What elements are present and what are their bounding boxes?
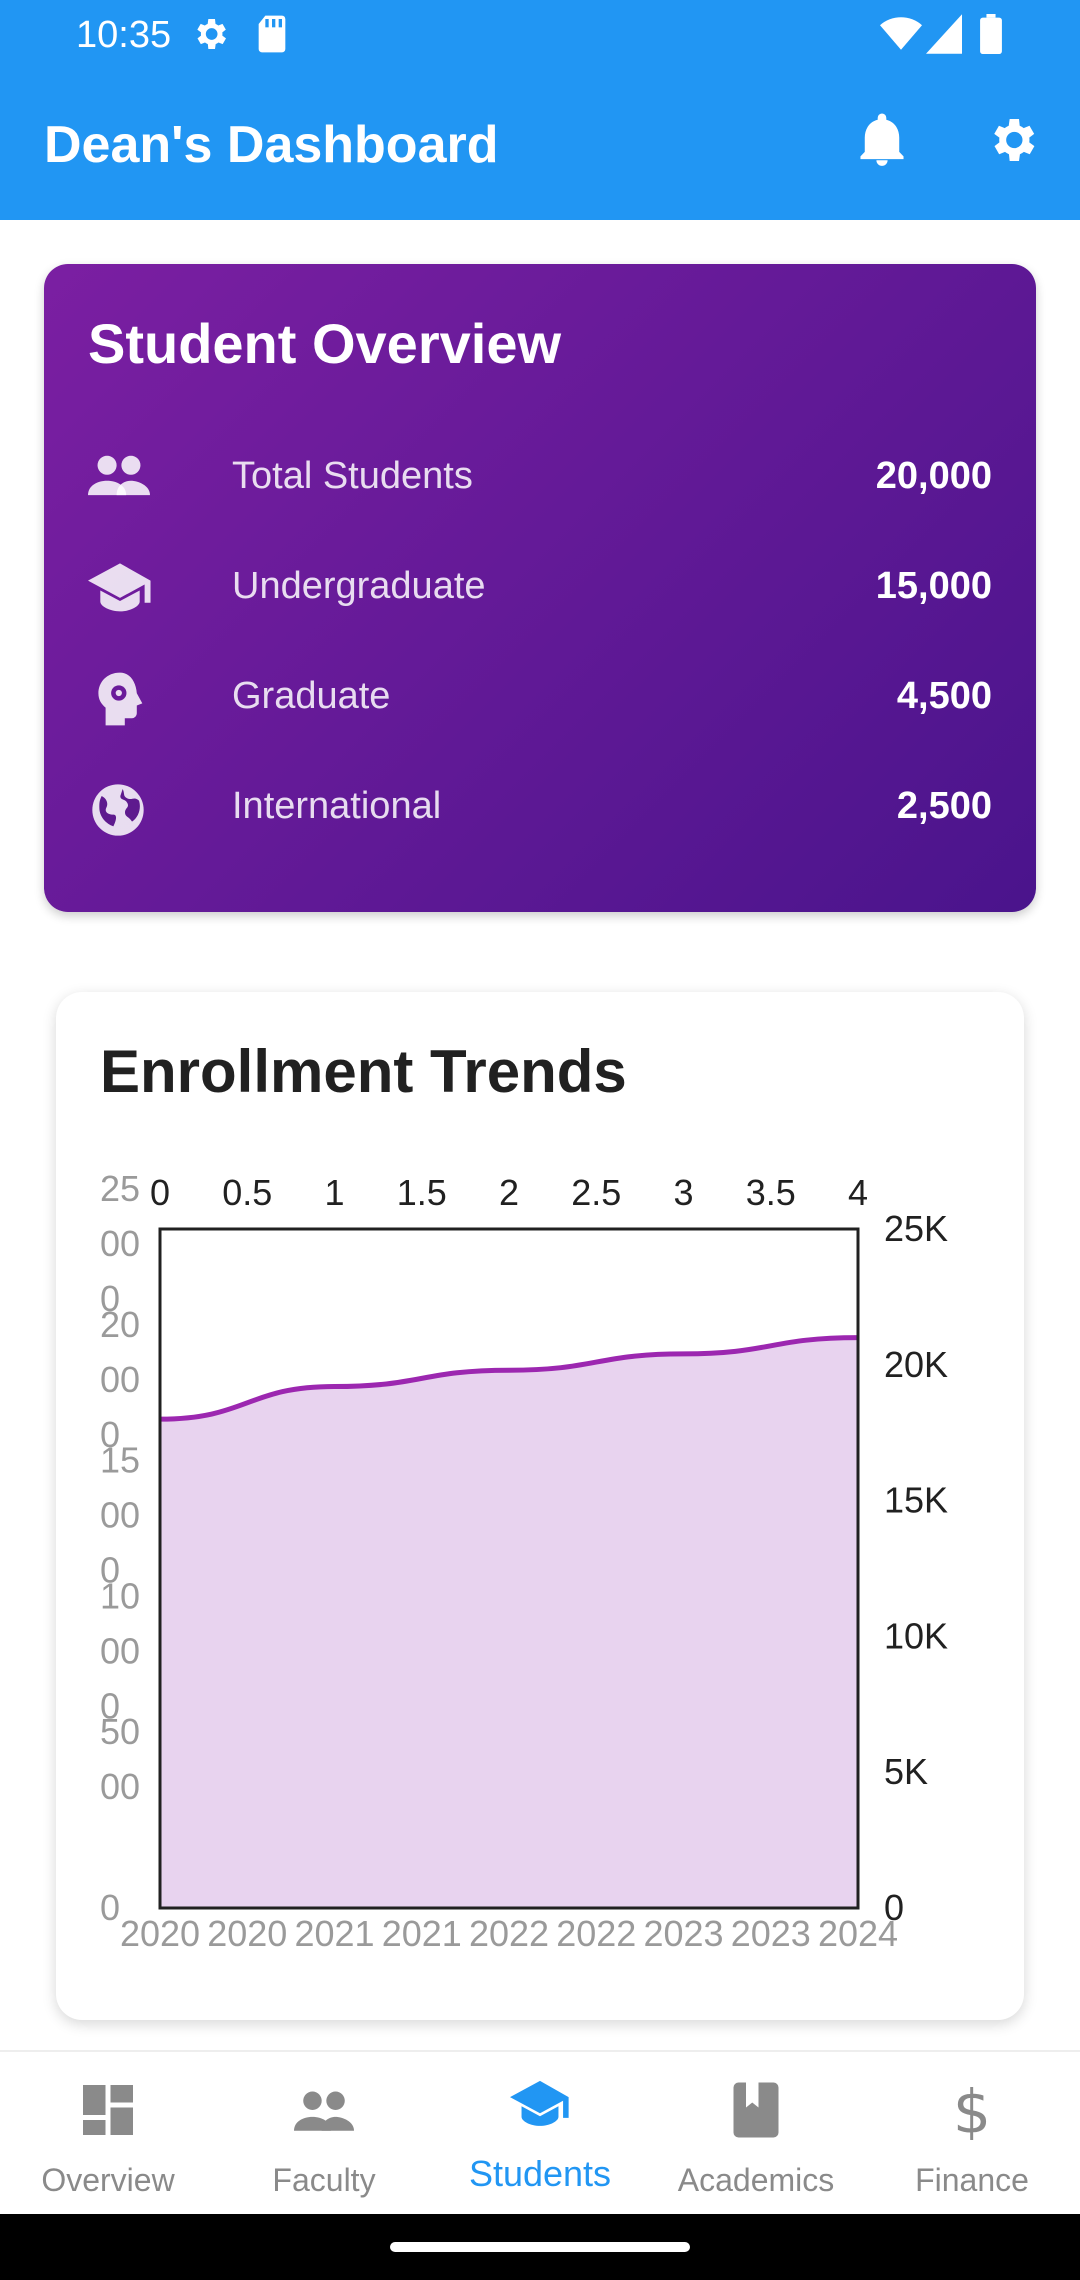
notification-bell-icon[interactable] [856,112,908,173]
page-title: Dean's Dashboard [44,116,499,174]
chart-right-tick-label: 15K [884,1480,948,1521]
sd-card-icon [254,14,290,59]
nav-label: Overview [41,2162,175,2198]
chart-left-tick-label: 20 [100,1304,140,1345]
dollar-icon: $ [942,2078,1002,2148]
stat-value: 20,000 [875,455,992,497]
nav-label: Finance [915,2162,1029,2198]
stat-value: 15,000 [875,565,992,607]
svg-text:$: $ [953,2080,991,2140]
stat-row-international: International 2,500 [88,766,992,846]
bottom-nav: Overview Faculty Students Academics $ Fi… [0,2050,1080,2216]
battery-icon [980,14,1002,59]
chart-left-tick-label: 00 [100,1495,140,1536]
status-time: 10:35 [76,14,172,56]
chart-bottom-tick-label: 2024 [818,1913,898,1954]
chart-left-tick-label: 10 [100,1575,140,1616]
chart-left-tick-label: 0 [100,1550,120,1591]
stat-row-total-students: Total Students 20,000 [88,436,992,516]
stat-label: International [232,785,442,827]
chart-top-tick-label: 1.5 [397,1172,447,1213]
nav-item-academics[interactable]: Academics [648,2052,864,2216]
settings-status-icon [190,14,230,59]
system-nav-bar [0,2214,1080,2280]
chart-right-tick-label: 10K [884,1615,948,1656]
stat-value: 2,500 [896,785,992,827]
nav-item-students[interactable]: Students [432,2052,648,2216]
chart-top-tick-label: 2 [499,1172,519,1213]
chart-left-tick-label: 00 [100,1766,140,1807]
chart-left-tick-label: 15 [100,1440,140,1481]
graduation-cap-icon [88,562,152,619]
chart-left-tick-label: 00 [100,1630,140,1671]
chart-bottom-tick-label: 2023 [643,1913,723,1954]
chart-area-fill [160,1337,858,1908]
stat-label: Undergraduate [232,565,486,607]
chart-left-tick-label: 0 [100,1278,120,1319]
home-gesture-handle[interactable] [390,2242,690,2252]
chart-left-tick-label: 50 [100,1711,140,1752]
chart-bottom-tick-label: 2021 [294,1913,374,1954]
wifi-icon [880,14,922,59]
chart-top-tick-label: 0 [150,1172,170,1213]
head-gear-icon [96,672,144,731]
chart-left-tick-label: 0 [100,1887,120,1928]
nav-item-overview[interactable]: Overview [0,2052,216,2216]
chart-left-tick-label: 0 [100,1414,120,1455]
chart-right-tick-label: 25K [884,1208,948,1249]
chart-bottom-tick-label: 2020 [207,1913,287,1954]
nav-label: Students [468,2153,612,2194]
chart-top-tick-label: 0.5 [222,1172,272,1213]
chart-title: Enrollment Trends [100,1038,627,1105]
chart-bottom-tick-label: 2020 [120,1913,200,1954]
stat-value: 4,500 [896,675,992,717]
chart-series-line [159,1335,859,1422]
chart-left-tick-label: 25 [100,1168,140,1209]
chart-bottom-tick-label: 2022 [556,1913,636,1954]
chart-top-tick-label: 3.5 [746,1172,796,1213]
chart-top-tick-label: 4 [848,1172,868,1213]
people-icon [294,2080,354,2145]
chart-left-tick-label: 00 [100,1223,140,1264]
chart-bottom-tick-label: 2021 [382,1913,462,1954]
stat-row-undergraduate: Undergraduate 15,000 [88,546,992,626]
nav-label: Faculty [272,2162,376,2198]
stat-label: Graduate [232,675,391,717]
chart-bottom-tick-label: 2023 [731,1913,811,1954]
chart-top-tick-label: 1 [324,1172,344,1213]
student-overview-card: Student Overview Total Students 20,000 U… [44,264,1036,912]
status-bar: 10:35 [0,0,1080,70]
chart-left-tick-label: 0 [100,1685,120,1726]
signal-icon [926,14,962,59]
book-icon [726,2080,786,2145]
chart-plot-frame [158,1227,860,1910]
people-icon [88,452,150,505]
chart-left-tick-label: 00 [100,1359,140,1400]
graduation-cap-icon [510,2076,570,2137]
app-bar: 10:35 Dean's Dashboard [0,0,1080,220]
chart-top-tick-label: 3 [673,1172,693,1213]
dashboard-icon [78,2080,138,2145]
chart-right-tick-label: 5K [884,1751,928,1792]
chart-bottom-tick-label: 2022 [469,1913,549,1954]
card-title: Student Overview [88,312,562,375]
stat-row-graduate: Graduate 4,500 [88,656,992,736]
nav-item-faculty[interactable]: Faculty [216,2052,432,2216]
chart-right-tick-label: 20K [884,1344,948,1385]
nav-item-finance[interactable]: $ Finance [864,2052,1080,2216]
enrollment-trends-card: Enrollment Trends 25 00 0 20 00 0 15 00 0 10 00 0 50… [56,992,1024,2020]
settings-icon[interactable] [984,112,1040,173]
chart-right-tick-label: 0 [884,1887,904,1928]
nav-label: Academics [677,2162,835,2198]
stat-label: Total Students [232,455,473,497]
chart-top-tick-label: 2.5 [571,1172,621,1213]
globe-icon [90,782,146,843]
